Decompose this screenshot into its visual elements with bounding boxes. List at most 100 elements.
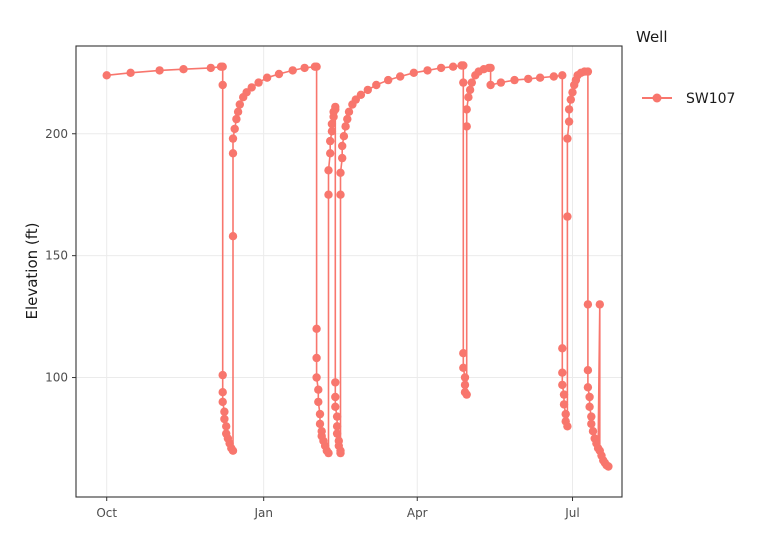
data-point	[459, 349, 468, 358]
x-tick-label: Jul	[564, 506, 579, 520]
data-point	[588, 427, 598, 436]
data-point	[326, 149, 335, 158]
data-point	[462, 390, 471, 399]
data-point	[566, 95, 575, 104]
data-point	[331, 378, 340, 387]
data-point	[549, 72, 558, 81]
data-point	[326, 136, 335, 146]
data-point	[587, 419, 596, 429]
data-point	[604, 462, 613, 471]
data-point	[486, 63, 495, 73]
data-point	[510, 75, 519, 85]
data-point	[315, 409, 325, 419]
data-point	[460, 380, 470, 390]
data-point	[324, 190, 333, 199]
data-point	[331, 102, 340, 112]
data-point	[372, 80, 381, 90]
data-point	[583, 67, 593, 76]
data-point	[363, 85, 372, 95]
legend-label: SW107	[686, 91, 735, 107]
data-point	[558, 71, 567, 80]
data-point	[336, 168, 345, 177]
data-point	[230, 124, 239, 134]
data-point	[585, 402, 594, 411]
data-point	[262, 73, 272, 82]
data-point	[563, 134, 572, 143]
data-point	[464, 93, 473, 102]
data-point	[324, 448, 333, 458]
data-point	[558, 344, 567, 353]
data-point	[524, 74, 533, 84]
data-point	[459, 61, 468, 70]
data-point	[312, 353, 321, 363]
data-point	[338, 141, 347, 151]
data-point	[336, 190, 345, 199]
data-point	[218, 370, 227, 380]
data-point	[423, 66, 432, 75]
data-point	[274, 69, 284, 79]
data-point	[535, 73, 545, 82]
data-point	[222, 422, 231, 431]
data-point	[232, 114, 241, 124]
data-point	[558, 380, 567, 390]
data-point	[300, 63, 309, 73]
panel-border	[75, 45, 623, 498]
data-point	[332, 412, 342, 421]
data-point	[587, 412, 596, 421]
data-point	[332, 422, 342, 431]
data-point	[436, 63, 446, 73]
data-point	[595, 300, 604, 309]
data-point	[218, 80, 227, 90]
y-tick-label: 100	[45, 371, 68, 385]
data-point	[583, 300, 593, 309]
data-point	[460, 373, 470, 382]
data-point	[312, 62, 321, 71]
data-point	[462, 122, 471, 131]
data-point	[563, 212, 572, 221]
data-point	[315, 419, 325, 429]
data-point	[568, 88, 577, 97]
data-point	[341, 122, 350, 131]
data-point	[496, 78, 506, 87]
axis-layer: Oct Jan Apr Jul 100 150 200	[45, 127, 580, 520]
data-point	[233, 107, 243, 117]
data-point	[585, 392, 594, 402]
data-point	[228, 149, 238, 158]
data-point	[336, 448, 345, 458]
data-point	[339, 132, 349, 141]
data-point	[448, 62, 458, 71]
data-point	[312, 373, 321, 382]
data-point	[409, 68, 418, 78]
data-point	[314, 385, 323, 394]
data-point	[338, 153, 347, 163]
y-axis-title: Elevation (ft)	[23, 222, 41, 319]
data-point	[324, 166, 333, 175]
data-point	[459, 363, 468, 372]
data-point	[583, 383, 593, 392]
data-point	[343, 114, 352, 124]
data-layer	[102, 61, 613, 471]
data-point	[332, 429, 342, 438]
legend-title: Well	[636, 28, 668, 46]
data-point	[331, 392, 340, 402]
legend: Well SW107	[636, 28, 735, 107]
data-point	[396, 72, 405, 81]
data-point	[564, 117, 574, 126]
data-point	[312, 324, 321, 333]
data-point	[583, 366, 593, 375]
data-point	[126, 68, 135, 78]
data-point	[254, 78, 263, 87]
data-point	[179, 65, 188, 74]
data-point	[356, 90, 366, 100]
data-point	[314, 397, 323, 407]
data-point	[220, 407, 229, 416]
data-point	[331, 402, 340, 411]
x-tick-label: Oct	[96, 506, 117, 520]
data-point	[459, 78, 468, 87]
data-point	[462, 105, 471, 114]
data-point	[155, 66, 164, 75]
data-point	[561, 409, 570, 419]
data-point	[102, 71, 111, 80]
data-point	[220, 414, 229, 424]
